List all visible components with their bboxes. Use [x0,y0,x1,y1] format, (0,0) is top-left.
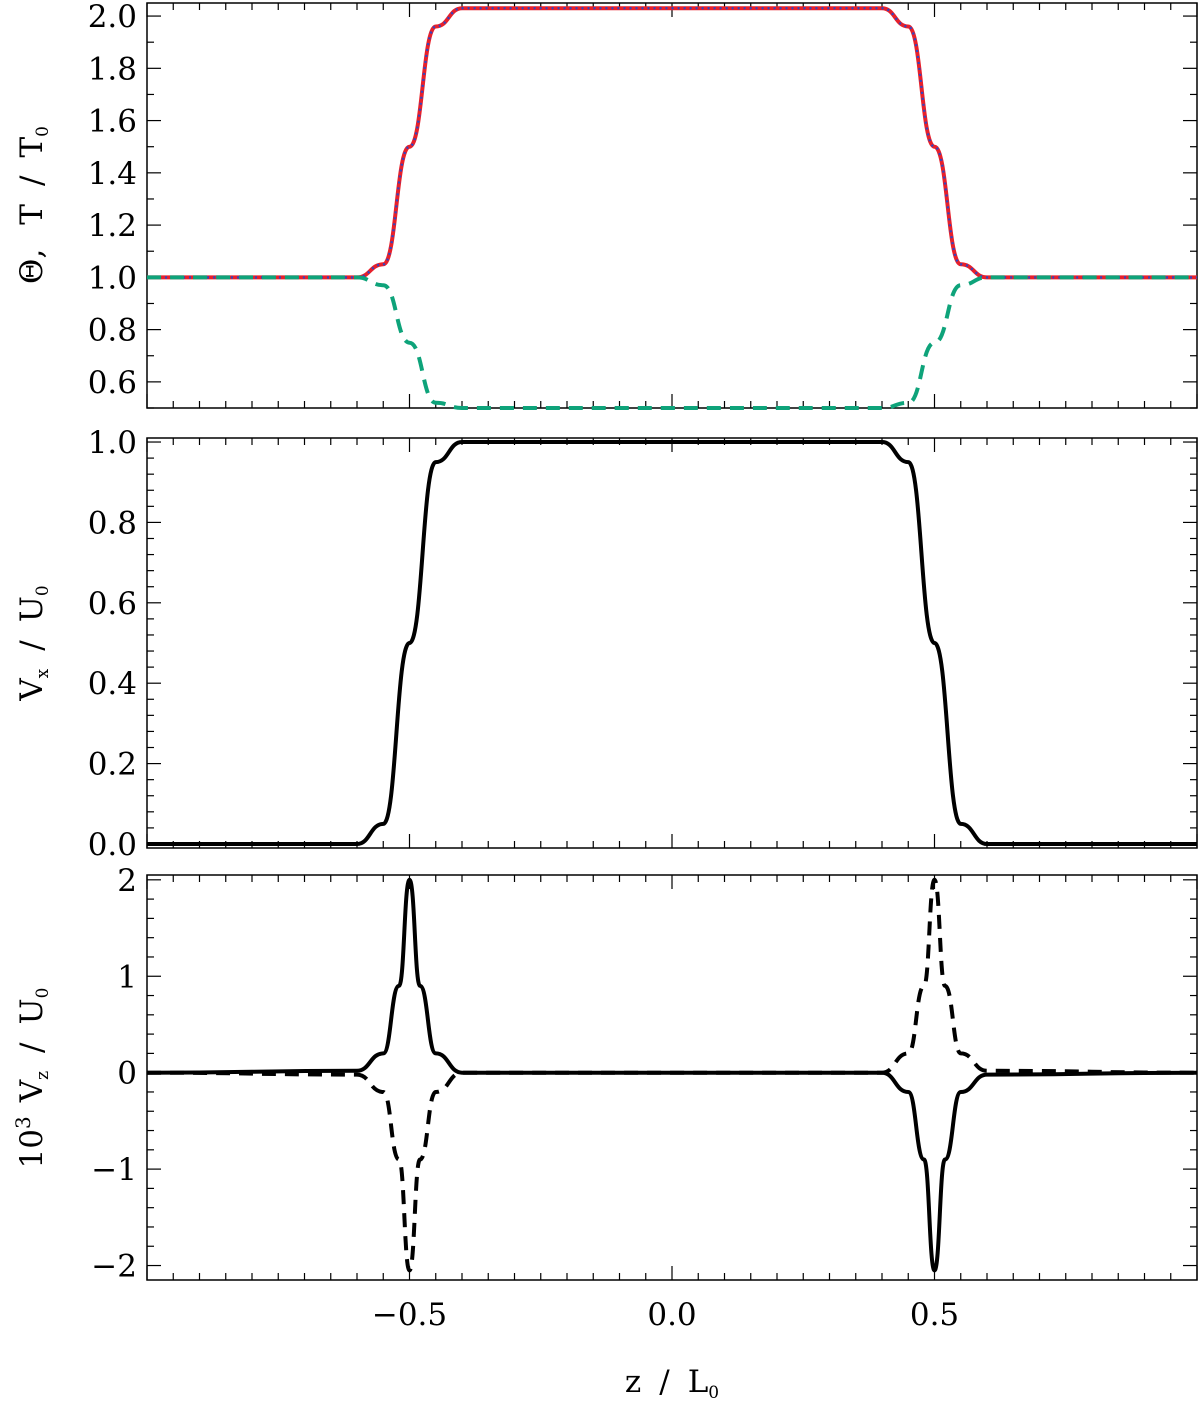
y-tick-label-middle: 0.4 [88,666,137,702]
y-tick-label-top: 0.6 [88,365,137,401]
y-title-bot-v: V [14,1079,50,1103]
series-line-top-1 [147,6,1197,279]
y-tick-label-bottom: −1 [91,1152,137,1188]
series-line-bottom-0 [146,877,1198,1273]
x-title-slash: / [659,1364,670,1400]
y-title-mid-u-sub: 0 [33,585,53,596]
y-axis-title-middle: Vx / U0 [14,585,53,701]
y-tick-label-middle: 1.0 [88,425,137,461]
x-tick-label: 0.0 [647,1297,696,1333]
series-line-top-2 [147,275,1197,411]
y-tick-label-middle: 0.2 [88,747,137,783]
series-line-middle-0 [146,439,1197,847]
y-tick-label-bottom: 2 [117,863,137,899]
panel-bottom-frame [146,874,1198,1281]
y-title-mid-slash: / [14,640,50,651]
y-title-bot-u: U [14,998,50,1024]
y-tick-label-middle: 0.8 [88,505,137,541]
y-tick-label-top: 1.8 [88,51,137,87]
y-title-bot-ten: 10 [14,1129,50,1168]
tick-labels-layer: 0.6 0.8 1.0 1.2 1.4 1.6 1.8 2.0 0.0 0.2 0.4 0.6 0.8 1… [88,0,959,1333]
y-tick-label-middle: 0.0 [88,827,137,863]
y-title-top-t0: T [14,137,50,158]
y-tick-label-top: 1.4 [88,156,137,192]
y-tick-label-top: 0.8 [88,313,137,349]
y-axis-title-top: Θ,T/T0 [14,126,53,284]
y-title-bot-ten-sup: 3 [11,1116,35,1129]
y-tick-label-top: 1.0 [88,260,137,296]
y-title-bot-slash: / [14,1042,50,1053]
panel-top-frame [146,2,1198,409]
y-tick-label-top: 1.6 [88,104,137,140]
x-axis-title: z / L0 [625,1364,719,1403]
y-tick-label-top: 2.0 [88,0,137,35]
y-tick-label-bottom: 0 [117,1056,137,1092]
y-title-mid-u: U [14,596,50,622]
y-title-top-theta: Θ, [14,249,50,284]
y-title-top-t0-sub: 0 [33,126,53,137]
y-axis-title-bottom: 103 Vz / U0 [11,988,53,1169]
y-tick-label-bottom: 1 [117,959,137,995]
panel-middle-frame [146,437,1198,849]
x-title-l: L [688,1364,709,1400]
ticks-layer [146,3,1198,1280]
y-title-bot-u-sub: 0 [33,988,53,999]
y-tick-label-middle: 0.6 [88,586,137,622]
y-tick-label-top: 1.2 [88,208,137,244]
series-line-bottom-1 [146,877,1198,1273]
y-title-mid-v: V [14,678,50,702]
y-title-top-slash: / [14,175,50,186]
x-tick-label: 0.5 [910,1297,959,1333]
y-title-bot-v-sub: z [33,1071,53,1080]
y-tick-label-bottom: −2 [91,1249,137,1285]
x-tick-label: −0.5 [372,1297,447,1333]
curves-layer [146,6,1198,1273]
x-title-z: z [625,1364,641,1400]
y-title-top-t: T [14,204,50,225]
y-title-mid-v-sub: x [33,668,53,678]
x-title-l-sub: 0 [708,1383,719,1403]
series-line-top-0 [147,6,1197,280]
